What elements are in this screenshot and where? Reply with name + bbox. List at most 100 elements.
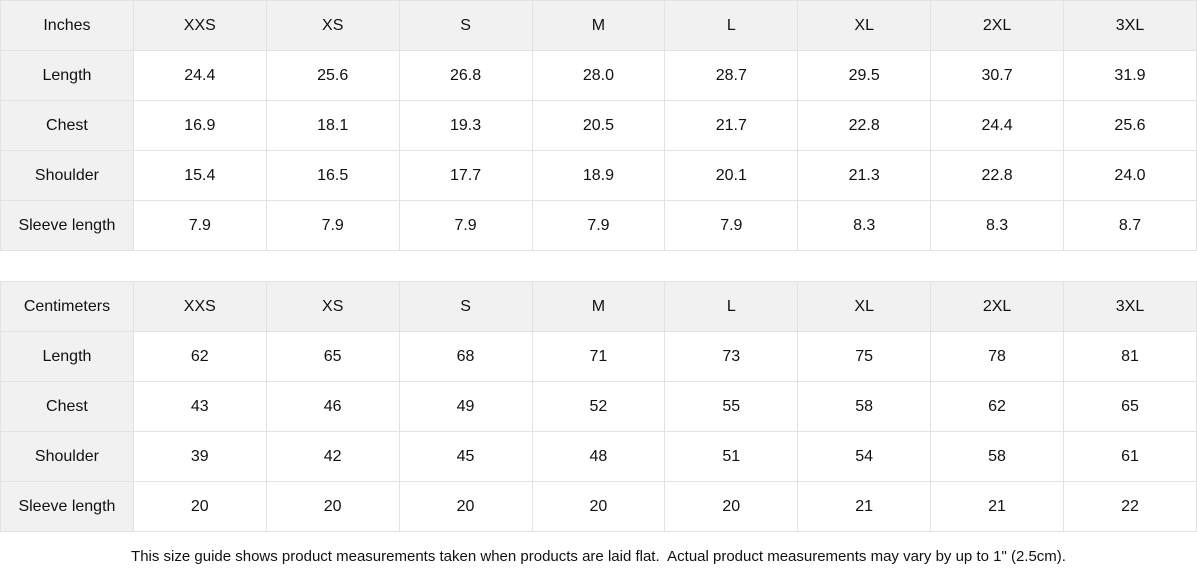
value-cell: 22.8 — [930, 150, 1064, 201]
header-row: Inches XXS XS S M L XL 2XL 3XL — [0, 0, 1197, 51]
value-cell: 43 — [132, 381, 267, 432]
table-row: Length 24.4 25.6 26.8 28.0 28.7 29.5 30.7 31.9 — [0, 50, 1197, 101]
value-cell: 7.9 — [132, 200, 267, 251]
value-cell: 65 — [265, 331, 400, 382]
table-row: Length 62 65 68 71 73 75 78 81 — [0, 331, 1197, 382]
value-cell: 81 — [1063, 331, 1197, 382]
size-header-cell: 3XL — [1063, 281, 1197, 332]
size-header-cell: 2XL — [930, 281, 1064, 332]
value-cell: 65 — [1063, 381, 1197, 432]
value-cell: 25.6 — [1063, 100, 1197, 151]
value-cell: 68 — [398, 331, 533, 382]
row-label-cell: Sleeve length — [0, 200, 134, 251]
value-cell: 22 — [1063, 481, 1197, 532]
value-cell: 18.1 — [265, 100, 400, 151]
size-header-cell: 3XL — [1063, 0, 1197, 51]
value-cell: 62 — [132, 331, 267, 382]
table-gap — [0, 251, 1197, 281]
value-cell: 21 — [930, 481, 1064, 532]
value-cell: 7.9 — [265, 200, 400, 251]
size-header-cell: XL — [797, 281, 932, 332]
value-cell: 62 — [930, 381, 1064, 432]
value-cell: 52 — [531, 381, 666, 432]
value-cell: 7.9 — [664, 200, 799, 251]
row-label-cell: Shoulder — [0, 150, 134, 201]
row-label-cell: Sleeve length — [0, 481, 134, 532]
value-cell: 20 — [265, 481, 400, 532]
row-label-cell: Length — [0, 331, 134, 382]
value-cell: 20 — [132, 481, 267, 532]
value-cell: 21.3 — [797, 150, 932, 201]
value-cell: 28.7 — [664, 50, 799, 101]
value-cell: 45 — [398, 431, 533, 482]
value-cell: 71 — [531, 331, 666, 382]
value-cell: 20.1 — [664, 150, 799, 201]
value-cell: 18.9 — [531, 150, 666, 201]
value-cell: 39 — [132, 431, 267, 482]
size-header-cell: L — [664, 281, 799, 332]
value-cell: 15.4 — [132, 150, 267, 201]
value-cell: 19.3 — [398, 100, 533, 151]
table-row: Sleeve length 7.9 7.9 7.9 7.9 7.9 8.3 8.3 8.7 — [0, 200, 1197, 251]
value-cell: 16.5 — [265, 150, 400, 201]
size-header-cell: S — [398, 0, 533, 51]
size-header-cell: M — [531, 0, 666, 51]
value-cell: 20 — [531, 481, 666, 532]
row-label-cell: Chest — [0, 381, 134, 432]
value-cell: 58 — [930, 431, 1064, 482]
row-label-cell: Chest — [0, 100, 134, 151]
value-cell: 54 — [797, 431, 932, 482]
value-cell: 31.9 — [1063, 50, 1197, 101]
value-cell: 42 — [265, 431, 400, 482]
table-row: Chest 43 46 49 52 55 58 62 65 — [0, 381, 1197, 432]
value-cell: 24.0 — [1063, 150, 1197, 201]
value-cell: 78 — [930, 331, 1064, 382]
value-cell: 73 — [664, 331, 799, 382]
value-cell: 51 — [664, 431, 799, 482]
size-header-cell: L — [664, 0, 799, 51]
size-header-cell: XS — [265, 281, 400, 332]
value-cell: 55 — [664, 381, 799, 432]
value-cell: 61 — [1063, 431, 1197, 482]
value-cell: 20.5 — [531, 100, 666, 151]
value-cell: 8.3 — [797, 200, 932, 251]
table-row: Shoulder 15.4 16.5 17.7 18.9 20.1 21.3 22.8 24.0 — [0, 150, 1197, 201]
size-header-cell: XXS — [132, 281, 267, 332]
table-row: Sleeve length 20 20 20 20 20 21 21 22 — [0, 481, 1197, 532]
size-guide-note: This size guide shows product measuremen… — [131, 548, 1066, 565]
value-cell: 7.9 — [398, 200, 533, 251]
value-cell: 24.4 — [132, 50, 267, 101]
value-cell: 17.7 — [398, 150, 533, 201]
size-header-cell: XS — [265, 0, 400, 51]
value-cell: 26.8 — [398, 50, 533, 101]
value-cell: 29.5 — [797, 50, 932, 101]
value-cell: 30.7 — [930, 50, 1064, 101]
value-cell: 58 — [797, 381, 932, 432]
value-cell: 20 — [664, 481, 799, 532]
size-table-inches: Inches XXS XS S M L XL 2XL 3XL Length 24.4 25.6 26.8… — [0, 0, 1197, 251]
value-cell: 7.9 — [531, 200, 666, 251]
value-cell: 20 — [398, 481, 533, 532]
value-cell: 16.9 — [132, 100, 267, 151]
unit-header-cell: Centimeters — [0, 281, 134, 332]
header-row: Centimeters XXS XS S M L XL 2XL 3XL — [0, 281, 1197, 332]
value-cell: 21 — [797, 481, 932, 532]
value-cell: 46 — [265, 381, 400, 432]
value-cell: 21.7 — [664, 100, 799, 151]
table-row: Shoulder 39 42 45 48 51 54 58 61 — [0, 431, 1197, 482]
value-cell: 8.3 — [930, 200, 1064, 251]
size-header-cell: XL — [797, 0, 932, 51]
value-cell: 24.4 — [930, 100, 1064, 151]
value-cell: 75 — [797, 331, 932, 382]
size-table-centimeters: Centimeters XXS XS S M L XL 2XL 3XL Length 62 65 68 7… — [0, 281, 1197, 532]
value-cell: 22.8 — [797, 100, 932, 151]
row-label-cell: Shoulder — [0, 431, 134, 482]
table-row: Chest 16.9 18.1 19.3 20.5 21.7 22.8 24.4 25.6 — [0, 100, 1197, 151]
size-header-cell: S — [398, 281, 533, 332]
size-header-cell: 2XL — [930, 0, 1064, 51]
value-cell: 25.6 — [265, 50, 400, 101]
value-cell: 8.7 — [1063, 200, 1197, 251]
size-header-cell: XXS — [132, 0, 267, 51]
value-cell: 28.0 — [531, 50, 666, 101]
row-label-cell: Length — [0, 50, 134, 101]
